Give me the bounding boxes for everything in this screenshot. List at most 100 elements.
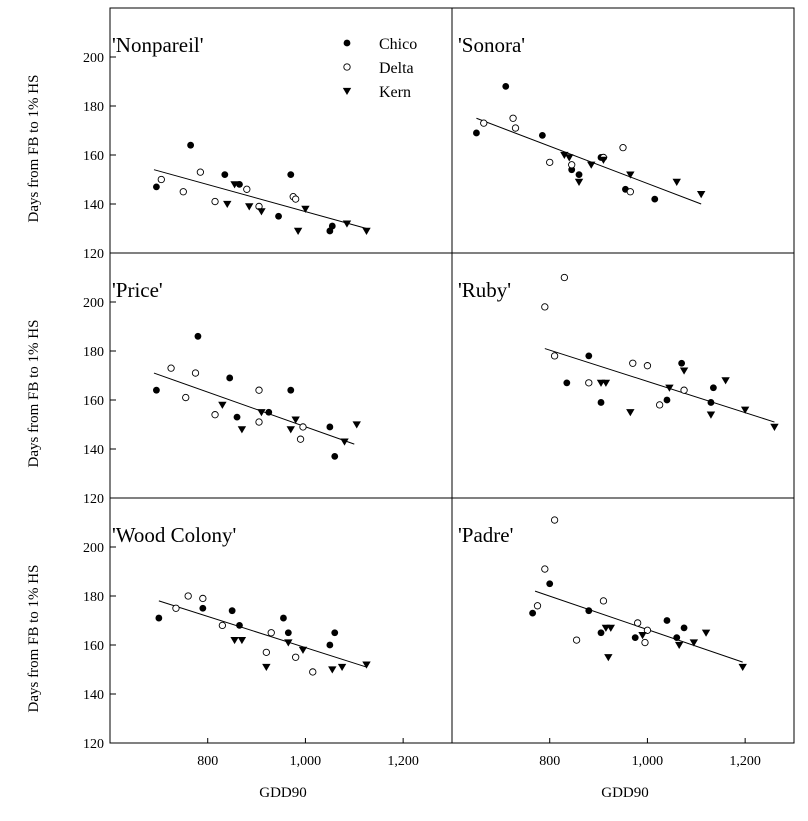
point-delta-3: [191, 369, 200, 377]
point-kern-7: [352, 421, 361, 429]
point-chico-4: [233, 413, 241, 421]
point-kern-6: [301, 205, 310, 213]
point-kern-4: [587, 161, 596, 169]
point-delta-5: [243, 185, 251, 193]
point-kern-3: [257, 409, 266, 417]
axes-layer: 120 140 160 180 200 Days from FB to 1% HS 120 1…: [26, 51, 761, 801]
point-kern-8: [738, 663, 747, 672]
point-kern-5: [291, 416, 300, 424]
y-tick-label: 160: [83, 394, 104, 409]
point-chico-8: [328, 222, 336, 230]
y-tick-label: 200: [83, 541, 104, 556]
point-kern-1: [230, 636, 239, 645]
point-kern-7: [337, 663, 347, 672]
point-delta-7: [619, 143, 627, 152]
point-chico-8: [651, 195, 659, 203]
point-kern-7: [672, 178, 681, 186]
x-tick-label: 1,200: [387, 754, 419, 769]
point-delta-1: [157, 175, 165, 184]
point-chico-2: [502, 83, 510, 90]
point-kern-3: [245, 203, 254, 211]
point-chico-3: [597, 399, 605, 406]
y-tick-label: 120: [83, 492, 104, 507]
point-chico-4: [597, 629, 605, 637]
point-kern-3: [606, 624, 615, 632]
point-chico-1: [155, 614, 163, 622]
point-delta-1: [167, 364, 175, 372]
point-kern-6: [706, 411, 716, 419]
point-delta-7: [655, 401, 664, 409]
point-delta-1: [541, 303, 549, 311]
point-kern-4: [638, 632, 647, 640]
y-axis-title: Days from FB to 1% HS: [26, 75, 42, 223]
point-delta-5: [262, 648, 270, 656]
point-kern-7: [701, 629, 711, 637]
y-tick-label: 140: [83, 198, 104, 213]
point-chico-3: [538, 132, 546, 139]
point-delta-8: [309, 668, 317, 676]
panel-title: 'Price': [112, 278, 163, 302]
legend: Chico Delta Kern: [342, 36, 417, 101]
point-kern-3: [626, 409, 635, 417]
point-kern-4: [284, 639, 293, 647]
legend-entry-kern: Kern: [342, 84, 411, 101]
point-kern-4: [665, 384, 674, 392]
point-chico-5: [275, 212, 282, 220]
point-delta-8: [626, 188, 634, 196]
point-chico-4: [663, 396, 671, 404]
y-axis-title: Days from FB to 1% HS: [26, 565, 42, 713]
y-tick-label: 180: [83, 590, 104, 605]
point-kern-2: [237, 636, 247, 645]
point-chico-2: [546, 580, 554, 588]
y-tick-label: 160: [83, 149, 104, 164]
point-delta-5: [629, 359, 637, 367]
panel-3: 'Price': [109, 252, 453, 499]
panel-title: 'Wood Colony': [112, 523, 236, 547]
point-chico-6: [287, 171, 295, 179]
point-delta-2: [179, 188, 187, 196]
x-tick-label: 800: [197, 754, 218, 769]
legend-label: Chico: [379, 36, 417, 53]
point-delta-3: [511, 124, 520, 132]
legend-marker-chico: [343, 39, 351, 47]
trend-line: [153, 169, 367, 229]
point-kern-1: [560, 151, 569, 159]
point-chico-1: [529, 609, 537, 617]
point-chico-5: [280, 614, 287, 622]
point-kern-1: [218, 401, 227, 409]
point-delta-7: [299, 423, 307, 431]
trend-line: [534, 590, 743, 663]
point-kern-3: [574, 178, 584, 186]
x-tick-label: 800: [539, 754, 560, 769]
point-kern-5: [293, 227, 303, 235]
y-tick-label: 200: [83, 296, 104, 311]
x-axis-title: GDD90: [259, 785, 307, 801]
panel-title: 'Sonora': [458, 33, 525, 57]
point-chico-8: [331, 629, 339, 637]
panel-1: 'Nonpareil': [109, 7, 453, 254]
x-axis-title: GDD90: [601, 785, 649, 801]
point-chico-2: [194, 332, 202, 340]
point-chico-2: [187, 141, 195, 149]
point-kern-6: [340, 438, 349, 446]
point-kern-5: [298, 646, 308, 654]
point-kern-6: [626, 171, 635, 179]
point-delta-4: [572, 636, 581, 644]
point-kern-7: [721, 377, 730, 385]
point-delta-3: [196, 168, 205, 176]
point-kern-3: [262, 663, 271, 672]
point-delta-7: [292, 653, 300, 661]
point-delta-1: [533, 602, 542, 610]
point-chico-1: [473, 129, 480, 137]
panel-title: 'Nonpareil': [112, 33, 204, 57]
y-tick-label: 160: [83, 639, 104, 654]
point-chico-7: [673, 634, 681, 642]
point-chico-6: [707, 399, 715, 406]
point-kern-2: [565, 154, 574, 162]
y-tick-label: 120: [83, 737, 104, 752]
point-kern-6: [328, 666, 337, 674]
point-delta-5: [599, 597, 608, 605]
point-kern-8: [696, 191, 706, 199]
point-chico-1: [153, 183, 160, 191]
